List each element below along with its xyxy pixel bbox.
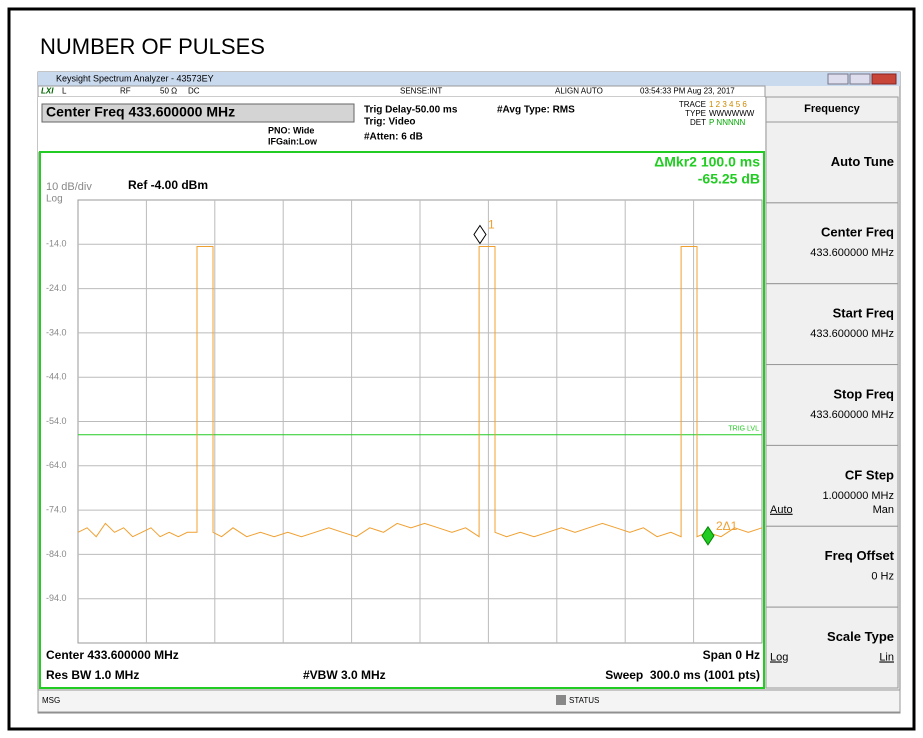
vbw: #VBW 3.0 MHz (303, 668, 386, 682)
softkey-label: Auto Tune (831, 154, 894, 169)
marker-label: 1 (488, 218, 495, 232)
minimize-button[interactable] (827, 73, 849, 85)
softkey-label: Stop Freq (833, 386, 894, 401)
align: ALIGN AUTO (555, 87, 603, 96)
scale: 10 dB/div (46, 181, 92, 193)
graph-area (39, 151, 765, 689)
softkey[interactable] (765, 525, 899, 608)
title-bar (38, 72, 900, 86)
sense: SENSE:INT (400, 87, 442, 96)
softkey-label: Freq Offset (825, 548, 895, 563)
y-tick-label: -54.0 (46, 416, 67, 426)
softkey[interactable] (765, 121, 899, 204)
det-label: DET (690, 118, 706, 127)
center-freq-box[interactable] (41, 103, 355, 123)
span: Span 0 Hz (703, 648, 760, 662)
marker-label: 2Δ1 (716, 519, 738, 533)
center: Center 433.600000 MHz (46, 648, 179, 662)
softkey-value: 433.600000 MHz (810, 328, 894, 340)
y-tick-label: -34.0 (46, 327, 67, 337)
y-tick-label: -24.0 (46, 283, 67, 293)
ref-level: Ref -4.00 dBm (128, 178, 208, 192)
type-label: TYPE (685, 109, 706, 118)
frame (7, 7, 916, 731)
marker-readout: ΔMkr2 100.0 ms (654, 154, 760, 170)
softkey-option: Lin (879, 651, 894, 663)
softkey-option: Man (873, 504, 894, 516)
status: STATUS (569, 696, 599, 705)
input: L (62, 87, 67, 96)
menu-title: Frequency (804, 103, 861, 115)
marker-readout: -65.25 dB (698, 171, 760, 187)
pno: PNO: Wide (268, 125, 314, 135)
menu-title-box (765, 96, 899, 123)
type: WWWWWW (709, 109, 755, 118)
page-title: NUMBER OF PULSES (40, 34, 265, 59)
rbw: Res BW 1.0 MHz (46, 668, 139, 682)
impedance: 50 Ω (160, 87, 177, 96)
y-tick-label: -84.0 (46, 549, 67, 559)
softkey[interactable] (765, 606, 899, 689)
softkey-label: Center Freq (821, 225, 894, 240)
softkey-label: Start Freq (833, 306, 894, 321)
scale-type: Log (46, 194, 63, 205)
message-bar (37, 689, 901, 713)
y-tick-label: -74.0 (46, 504, 67, 514)
ifgain: IFGain:Low (268, 136, 318, 146)
softkey-value: 0 Hz (871, 571, 894, 583)
msg: MSG (42, 696, 60, 705)
softkey-value: 1.000000 MHz (822, 490, 894, 502)
marker (473, 224, 487, 245)
sweep: Sweep 300.0 ms (1001 pts) (605, 668, 760, 682)
softkey-value: 433.600000 MHz (810, 409, 894, 421)
y-tick-label: -44.0 (46, 372, 67, 382)
softkey-label: Scale Type (827, 629, 894, 644)
det: P NNNNN (709, 118, 746, 127)
trig-level-label: TRIG LVL (728, 426, 759, 433)
softkey[interactable] (765, 283, 899, 366)
coupling: DC (188, 87, 200, 96)
lxi: LXI (41, 87, 54, 96)
softkey-label: CF Step (845, 467, 894, 482)
y-tick-label: -94.0 (46, 593, 67, 603)
time: 03:54:33 PM Aug 23, 2017 (640, 87, 735, 96)
trig: Trig: Video (364, 117, 416, 128)
softkey[interactable] (765, 364, 899, 446)
trace-label: TRACE (679, 100, 706, 109)
center-freq: Center Freq 433.600000 MHz (46, 104, 235, 120)
avg-type: #Avg Type: RMS (497, 105, 575, 116)
window-title: Keysight Spectrum Analyzer - 43573EY (56, 73, 214, 83)
y-tick-label: -64.0 (46, 460, 67, 470)
softkey-option: Log (770, 651, 788, 663)
softkey[interactable] (765, 202, 899, 285)
trace (77, 246, 763, 538)
rf: RF (120, 87, 131, 96)
maximize-button[interactable] (849, 73, 871, 85)
trig-delay: Trig Delay-50.00 ms (364, 105, 458, 116)
status-icon (556, 695, 566, 705)
y-tick-label: -14.0 (46, 239, 67, 249)
atten: #Atten: 6 dB (364, 132, 423, 143)
close-button[interactable] (871, 73, 897, 85)
softkey-option: Auto (770, 504, 793, 516)
softkey-value: 433.600000 MHz (810, 247, 894, 259)
trace: 1 2 3 4 5 6 (709, 100, 747, 109)
marker (701, 525, 715, 546)
softkey[interactable] (765, 444, 899, 527)
